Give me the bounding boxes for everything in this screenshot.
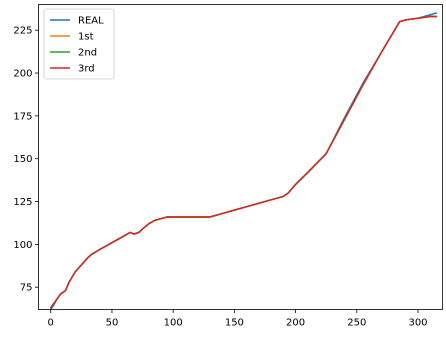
series-layer: [49, 12, 438, 311]
legend-box: [43, 8, 115, 80]
legend: REAL 1st 2nd 3rd: [43, 8, 115, 80]
axes-layer: 0 50 100 150 200 250 300 75 100 125 150 175 200 225: [13, 4, 443, 329]
series-line-3rd: [49, 15, 438, 309]
plot-frame: [38, 4, 443, 310]
x-tick-label: 250: [347, 318, 366, 329]
y-tick-label: 75: [20, 283, 33, 294]
x-tick-label: 50: [106, 318, 119, 329]
x-tick-label: 200: [286, 318, 305, 329]
x-tick-label: 0: [48, 318, 54, 329]
y-tick-label: 125: [13, 197, 32, 208]
y-tick-label: 150: [13, 154, 32, 165]
y-tick-label: 100: [13, 240, 32, 251]
legend-label-real: REAL: [78, 16, 104, 27]
legend-label-3rd: 3rd: [78, 64, 95, 75]
y-tick-label: 175: [13, 111, 32, 122]
x-tick-label: 100: [164, 318, 183, 329]
legend-label-1st: 1st: [78, 32, 94, 43]
legend-label-2nd: 2nd: [78, 48, 97, 59]
x-tick-label: 150: [225, 318, 244, 329]
x-tick-label: 300: [408, 318, 427, 329]
y-tick-label: 225: [13, 26, 32, 37]
y-tick-label: 200: [13, 69, 32, 80]
